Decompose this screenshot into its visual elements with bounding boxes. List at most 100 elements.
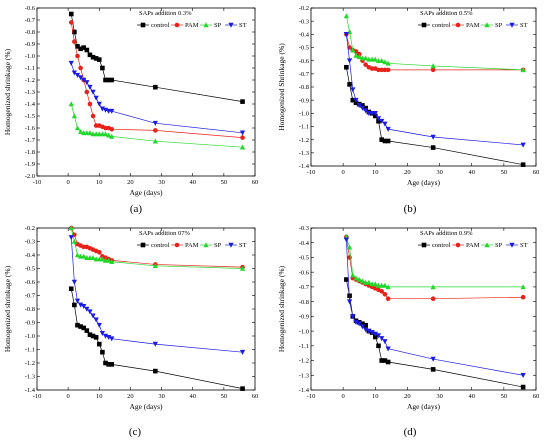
x-tick-label: 60 xyxy=(252,393,259,400)
y-tick-label: -1.4 xyxy=(25,101,36,108)
data-point-sp xyxy=(430,284,436,290)
data-point-control xyxy=(153,84,158,90)
data-point-st xyxy=(109,336,115,342)
data-point-control xyxy=(520,162,526,167)
series-line-pam xyxy=(346,34,524,71)
legend-marker-control xyxy=(140,22,146,28)
y-tick-label: -0.9 xyxy=(25,320,35,327)
legend-marker-pam xyxy=(174,242,180,248)
legend-title: SAPs addition 0.3% xyxy=(139,10,192,17)
data-point-sp xyxy=(430,63,436,69)
data-point-st xyxy=(152,341,158,347)
data-point-pam xyxy=(382,67,388,73)
data-point-control xyxy=(72,302,77,308)
data-point-st xyxy=(99,331,105,336)
panel-label: (b) xyxy=(404,203,417,215)
series-line-st xyxy=(346,239,524,376)
data-point-st xyxy=(239,130,246,136)
data-point-st xyxy=(356,103,362,109)
panel-label: (c) xyxy=(129,426,142,438)
data-point-st xyxy=(93,95,99,101)
data-point-st xyxy=(109,108,115,114)
data-point-st xyxy=(359,105,366,111)
data-point-st xyxy=(84,306,90,312)
data-point-control xyxy=(376,343,381,349)
y-tick-label: -0.6 xyxy=(25,279,36,286)
x-tick-label: 60 xyxy=(533,169,540,176)
plot-frame xyxy=(36,227,256,391)
series-line-control xyxy=(346,67,524,166)
series-st xyxy=(68,235,246,355)
legend-marker-pam xyxy=(455,22,461,28)
legend-marker-control xyxy=(421,242,427,248)
data-point-pam xyxy=(353,49,359,54)
data-point-st xyxy=(350,87,356,93)
data-point-sp xyxy=(356,54,362,60)
x-tick-label: 40 xyxy=(189,179,196,186)
data-point-control xyxy=(81,45,87,50)
data-point-st xyxy=(87,309,93,315)
y-tick-label: -1.6 xyxy=(25,125,36,132)
data-point-control xyxy=(68,11,74,17)
legend-label-sp: SP xyxy=(495,242,503,249)
data-point-sp xyxy=(353,52,359,58)
y-tick-label: -1.2 xyxy=(299,358,309,365)
plot-frame xyxy=(310,7,537,167)
data-point-sp xyxy=(90,255,96,260)
y-tick-label: -0.8 xyxy=(299,299,309,306)
data-point-control xyxy=(109,77,115,83)
legend-marker-sp xyxy=(203,22,209,28)
legend-title: SAPs addition 0.5% xyxy=(420,10,473,17)
data-point-st xyxy=(375,116,382,122)
x-tick-label: -10 xyxy=(307,393,316,400)
data-point-control xyxy=(109,362,115,367)
legend: SAPs addition 0.9% control PAM SP ST xyxy=(418,230,528,249)
y-axis-label: Homogenized shrinkage (%) xyxy=(3,265,12,352)
x-tick-label: 30 xyxy=(436,393,443,400)
data-point-st xyxy=(96,322,102,328)
data-point-control xyxy=(430,145,436,150)
data-point-st xyxy=(90,313,96,319)
x-tick-label: 10 xyxy=(96,393,103,400)
data-point-st xyxy=(74,298,81,304)
y-tick-label: -1.0 xyxy=(25,53,35,60)
data-point-st xyxy=(346,58,353,64)
legend-label-control: control xyxy=(151,242,170,249)
data-point-st xyxy=(78,302,84,308)
data-point-sp xyxy=(239,265,246,271)
y-tick-label: -1.9 xyxy=(25,161,35,168)
data-point-sp xyxy=(366,279,372,285)
y-tick-label: -1.2 xyxy=(299,137,309,144)
y-axis-label: Homogenized Shrinkage (%) xyxy=(277,43,286,131)
data-point-st xyxy=(520,372,526,378)
data-point-st xyxy=(375,333,382,339)
legend-marker-st xyxy=(228,242,234,248)
plot-frame xyxy=(36,7,256,177)
data-point-st xyxy=(379,118,385,124)
data-point-sp xyxy=(379,57,385,63)
data-point-control xyxy=(84,328,90,333)
y-tick-label: -0.2 xyxy=(25,225,35,232)
data-point-sp xyxy=(350,272,356,278)
data-point-control xyxy=(360,321,365,327)
series-control xyxy=(68,11,245,104)
data-point-control xyxy=(385,359,391,365)
data-point-pam xyxy=(87,101,93,107)
data-point-pam xyxy=(376,67,381,73)
y-tick-label: -1.4 xyxy=(299,163,310,170)
chart-panel-a: -2.0 -1.9 -1.8 -1.7 -1.6 -1.5 -1.4 -1.3 -1.2 -1.1… xyxy=(3,5,258,215)
data-point-control xyxy=(240,386,245,391)
y-tick-label: -0.8 xyxy=(25,29,35,36)
x-tick-label: 50 xyxy=(221,179,228,186)
y-tick-label: -0.8 xyxy=(25,306,35,313)
data-point-sp xyxy=(106,132,112,138)
data-point-pam xyxy=(109,126,115,132)
series-line-st xyxy=(70,237,243,353)
data-point-control xyxy=(100,349,105,355)
data-point-pam xyxy=(75,53,80,59)
x-tick-label: 40 xyxy=(468,393,475,400)
data-point-sp xyxy=(81,253,87,259)
data-point-control xyxy=(363,105,368,111)
y-tick-label: -0.7 xyxy=(299,284,310,291)
y-axis-label: Homogenized shrinkage (%) xyxy=(277,265,286,352)
